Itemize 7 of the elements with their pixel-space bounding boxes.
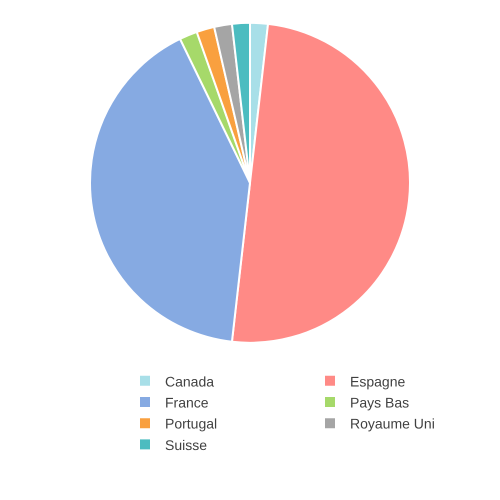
legend-label: Portugal: [165, 416, 218, 432]
legend-label: Suisse: [165, 436, 208, 453]
legend-label: France: [165, 394, 209, 410]
legend-label: Espagne: [350, 373, 406, 390]
legend-label: Canada: [165, 373, 214, 390]
legend-label: Royaume Uni: [350, 416, 435, 432]
legend-label: Pays Bas: [350, 394, 410, 410]
